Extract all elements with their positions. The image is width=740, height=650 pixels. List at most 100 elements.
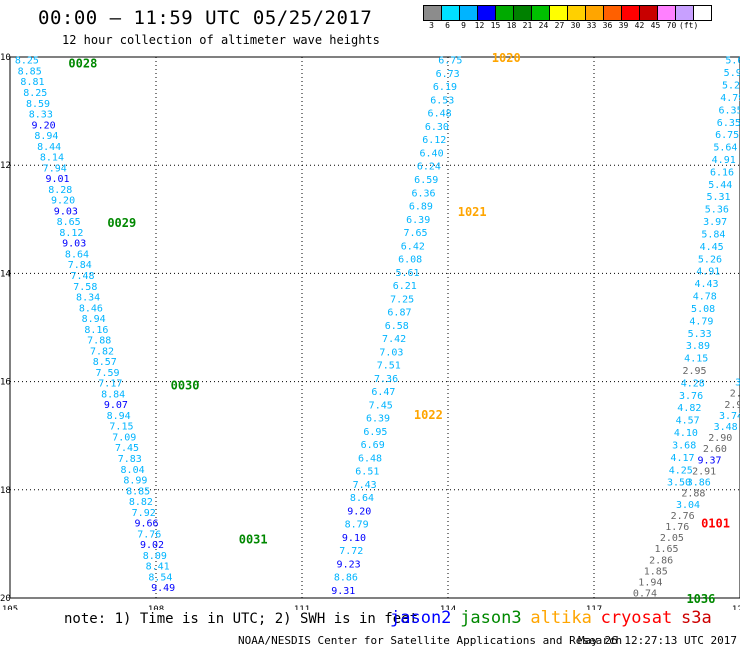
color-swatch [441,5,460,21]
wave-height-value: 6.73 [436,69,460,80]
wave-height-value: 5.36 [705,205,729,216]
wave-height-value: 7.82 [90,346,114,357]
x-tick-label: 117 [586,605,602,610]
x-tick-label: 120 [732,605,740,610]
wave-height-value: 5.24 [722,81,740,92]
y-tick-label: 18 [0,486,11,496]
color-scale-label: 42 [634,21,645,30]
wave-height-value: 6.08 [398,255,422,266]
map-title: 00:00 – 11:59 UTC 05/25/2017 [38,7,373,29]
wave-height-value: 3.86 [687,478,711,489]
pass-time-label: 1022 [414,408,443,422]
wave-height-value: 8.12 [59,228,83,239]
altimeter-map: 1051081111141171201012141618208.258.858.… [0,51,740,610]
wave-height-value: 4.43 [694,279,718,290]
wave-height-value: 2.88 [681,489,705,500]
generation-timestamp: May 26 12:27:13 UTC 2017 [578,634,737,647]
wave-height-value: 4.91 [696,267,720,278]
map-frame [9,56,740,599]
color-scale-label: 12 [474,21,485,30]
color-swatch [423,5,442,21]
wave-height-value: 8.34 [76,293,100,304]
wave-height-value: 5.61 [395,268,419,279]
wave-height-value: 7.09 [112,432,136,443]
wave-height-value: 8.46 [79,303,103,314]
wave-height-value: 6.36 [412,188,436,199]
wave-height-value: 8.16 [84,325,108,336]
wave-height-value: 6.53 [430,95,454,106]
wave-height-value: 6.59 [414,175,438,186]
color-scale-label: 70 [666,21,677,30]
wave-height-value: 3.74 [719,411,740,422]
y-tick-label: 16 [0,378,11,388]
color-swatch [603,5,622,21]
wave-height-value: 4.78 [693,292,717,303]
wave-height-value: 8.65 [57,217,81,228]
satellite-cryosat: cryosat [600,608,673,628]
wave-height-value: 3.50 [667,478,691,489]
wave-height-value: 7.72 [339,546,363,557]
wave-height-value: 7.65 [403,228,427,239]
wave-height-value: 8.81 [20,77,44,88]
wave-height-value: 8.44 [37,142,61,153]
wave-height-value: 5.26 [698,254,722,265]
wave-height-value: 1.94 [638,577,662,588]
wave-height-value: 2.95 [682,366,706,377]
wave-height-value: 8.79 [345,520,369,531]
color-scale-label: 27 [554,21,565,30]
color-swatch [585,5,604,21]
wave-height-value: 1.65 [654,544,678,555]
wave-height-value: 2.90 [708,433,732,444]
y-tick-label: 12 [0,161,11,171]
wave-height-value: 7.83 [118,454,142,465]
wave-height-value: 4.25 [669,465,693,476]
color-scale-label: 33 [586,21,597,30]
color-scale-label: 3 [429,21,434,30]
wave-height-value: 9.23 [337,559,361,570]
credit-line: NOAA/NESDIS Center for Satellite Applica… [238,634,623,647]
color-swatch [657,5,676,21]
color-scale-label: 24 [538,21,549,30]
wave-height-value: 2.86 [649,555,673,566]
wave-height-value: 8.86 [334,573,358,584]
satellite-jason3: jason3 [460,608,522,628]
wave-height-value: 4.91 [712,155,736,166]
x-tick-label: 105 [2,605,18,610]
wave-height-value: 2.64 [730,389,740,400]
wave-height-value: 2.98 [724,400,740,411]
color-scale-label: 9 [461,21,466,30]
wave-height-value: 7.36 [374,374,398,385]
color-swatch [639,5,658,21]
wave-height-value: 8.57 [93,357,117,368]
color-scale-label: 36 [602,21,613,30]
wave-height-value: 2.60 [703,444,727,455]
satellite-altika: altika [530,608,592,628]
wave-height-value: 6.75 [715,130,739,141]
pass-time-label: 0030 [171,378,200,392]
wave-height-value: 5.84 [701,229,725,240]
color-swatch [459,5,478,21]
wave-height-value: 8.28 [48,185,72,196]
pass-time-label: 0028 [68,56,97,70]
wave-height-value: 3.48 [714,422,738,433]
wave-height-value: 8.64 [350,493,374,504]
wave-height-value: 7.59 [96,368,120,379]
wave-height-value: 6.58 [385,321,409,332]
wave-height-value: 9.49 [151,583,175,594]
wave-height-value: 7.88 [87,336,111,347]
wave-height-value: 8.25 [15,56,39,67]
x-tick-label: 108 [148,605,164,610]
wave-height-value: 9.03 [54,206,78,217]
satellite-jason2: jason2 [390,608,452,628]
pass-time-label: 1036 [686,592,715,606]
wave-height-value: 6.21 [393,281,417,292]
satellite-s3a: s3a [681,608,712,628]
wave-height-value: 8.54 [148,572,172,583]
wave-height-value: 5.33 [688,329,712,340]
wave-height-value: 9.20 [51,196,75,207]
wave-height-value: 0.74 [633,589,657,600]
wave-height-value: 4.82 [677,403,701,414]
color-scale-label: 45 [650,21,661,30]
wave-height-value: 6.51 [355,467,379,478]
wave-height-value: 8.94 [107,411,131,422]
